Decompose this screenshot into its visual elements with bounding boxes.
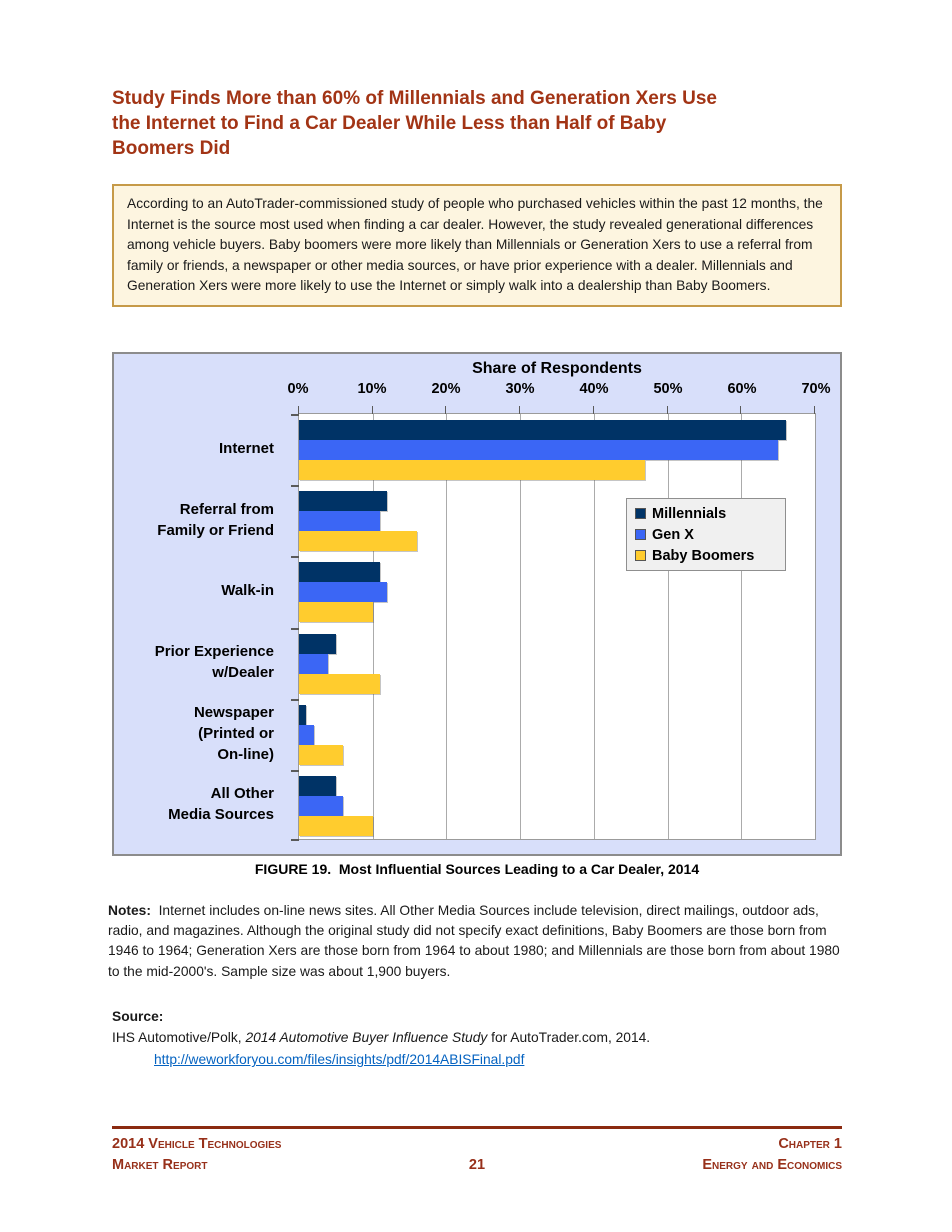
legend-label: Baby Boomers [652, 547, 755, 564]
y-tick-mark [291, 485, 299, 488]
legend-label: Millennials [652, 505, 727, 522]
source-label: Source: [112, 1009, 164, 1024]
gridline [446, 414, 448, 839]
chart-bar-millennials [299, 633, 336, 654]
category-label: Internet [218, 440, 274, 458]
legend-label: Gen X [652, 526, 694, 543]
y-tick-mark [291, 698, 299, 701]
page-footer: 2014 Vehicle Technologies Market Report … [112, 1134, 842, 1176]
x-tick-mark [814, 406, 815, 414]
chart-bar-gen-x [299, 440, 779, 460]
chart-bar-gen-x [299, 511, 381, 532]
legend-swatch [635, 529, 646, 540]
x-tick-label: 60% [727, 381, 757, 397]
x-tick-mark [592, 406, 594, 414]
chart-bar-gen-x [299, 653, 329, 674]
footer-rule [112, 1126, 842, 1129]
category-label: Referral from Family or Friend [157, 500, 274, 539]
notes-label: Notes: [108, 903, 151, 918]
legend-swatch [635, 550, 646, 561]
source: Source: IHS Automotive/Polk, 2014 Automo… [112, 1006, 842, 1070]
chart-bar-baby-boomers [299, 602, 373, 623]
x-tick-label: 20% [431, 381, 461, 397]
chart-bar-millennials [299, 562, 381, 583]
category-label: Prior Experience w/Dealer [154, 643, 274, 682]
x-tick-mark [666, 406, 668, 414]
chart-bar-millennials [299, 775, 336, 796]
chart-bar-baby-boomers [299, 815, 373, 836]
page-title: Study Finds More than 60% of Millennials… [112, 88, 717, 159]
x-tick-label: 40% [579, 381, 609, 397]
x-tick-mark [519, 406, 521, 414]
chart-x-axis: 0% 10% 20% 30% 40% 50% 60% 70% [288, 381, 831, 401]
chart-plot-area: Millennials Gen X Baby Boomers [291, 406, 816, 841]
x-tick-mark [371, 406, 373, 414]
y-tick-mark [291, 414, 299, 416]
chart-category-labels: Internet Referral from Family or Friend Wa… [114, 413, 286, 840]
x-tick-label: 30% [505, 381, 535, 397]
notes: Notes: Internet includes on-line news si… [108, 901, 848, 982]
x-tick-mark [298, 406, 299, 414]
figure-caption: FIGURE 19. Most Influential Sources Lead… [254, 861, 700, 877]
figure-chart: Share of Respondents 0% 10% 20% 30% 40% 50% 60… [112, 352, 842, 856]
chart-bar-baby-boomers [299, 673, 381, 694]
chart-bar-millennials [299, 491, 388, 512]
gridline [667, 414, 669, 839]
y-tick-mark [291, 839, 299, 841]
chart-bar-gen-x [299, 582, 388, 603]
y-tick-mark [291, 556, 299, 559]
legend-item: Millennials [635, 503, 777, 524]
x-tick-label: 10% [357, 381, 387, 397]
footer-chapter: Chapter 1 Energy and Economics [702, 1136, 842, 1173]
chart-title: Share of Respondents [472, 360, 642, 377]
x-tick-mark [445, 406, 447, 414]
category-label: All Other Media Sources [168, 785, 274, 824]
x-tick-label: 0% [287, 381, 309, 397]
source-link[interactable]: http://weworkforyou.com/files/insights/p… [154, 1052, 525, 1067]
x-tick-mark [740, 406, 742, 414]
x-tick-label: 50% [653, 381, 683, 397]
y-tick-mark [291, 769, 299, 772]
gridline [741, 414, 743, 839]
legend-swatch [635, 508, 646, 519]
legend-item: Baby Boomers [635, 545, 777, 566]
chart-bar-millennials [299, 420, 786, 440]
callout-box: According to an AutoTrader-commissioned … [112, 184, 842, 307]
page-number: 21 [468, 1157, 486, 1173]
source-study-title: 2014 Automotive Buyer Influence Study [245, 1030, 488, 1045]
chart-bar-gen-x [299, 795, 344, 816]
legend-item: Gen X [635, 524, 777, 545]
gridline [593, 414, 595, 839]
chart-bar-baby-boomers [299, 531, 417, 552]
chart-bar-gen-x [299, 724, 314, 745]
chart-bar-millennials [299, 704, 307, 725]
source-citation: IHS Automotive/Polk, 2014 Automotive Buy… [112, 1030, 651, 1045]
chart-legend: Millennials Gen X Baby Boomers [626, 498, 786, 571]
footer-report-title: 2014 Vehicle Technologies Market Report [112, 1136, 282, 1173]
callout-text: According to an AutoTrader-commissioned … [127, 196, 823, 293]
category-label: Newspaper (Printed or On-line) [193, 703, 274, 763]
chart-bar-baby-boomers [299, 744, 344, 765]
x-tick-label: 70% [801, 381, 831, 397]
gridline [520, 414, 522, 839]
chart-bar-baby-boomers [299, 460, 646, 480]
category-label: Walk-in [221, 582, 274, 600]
gridline [372, 414, 374, 839]
y-tick-mark [291, 627, 299, 630]
notes-text: Internet includes on-line news sites. Al… [108, 903, 844, 979]
